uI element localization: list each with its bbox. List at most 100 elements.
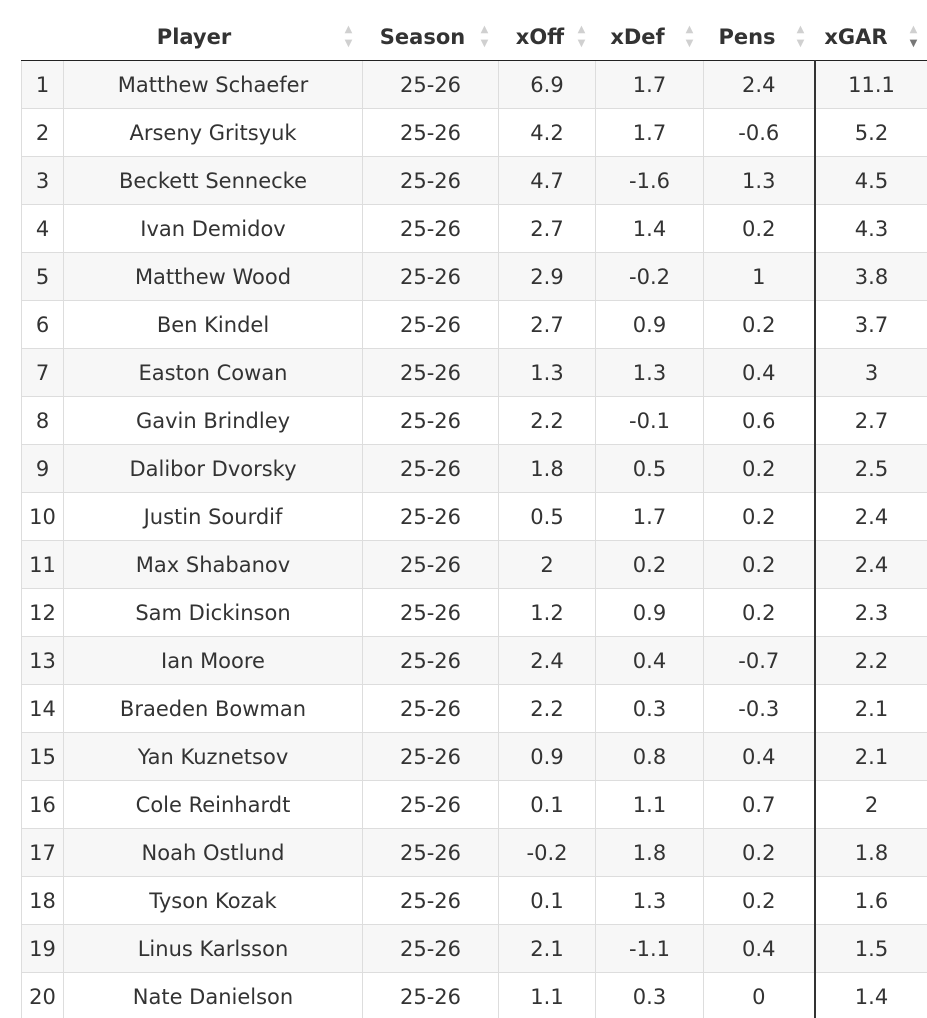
pens-cell: -0.6 [703, 108, 815, 157]
xgar-cell: 1.8 [813, 828, 927, 877]
sort-desc-icon: ▼ [480, 38, 489, 49]
player-cell: Gavin Brindley [63, 396, 363, 445]
header-xdef[interactable]: xDef ▲ ▼ [595, 13, 704, 61]
xgar-cell: 3.8 [813, 252, 927, 301]
season-cell: 25-26 [362, 588, 499, 637]
table-row: 20 Nate Danielson 25-26 1.1 0.3 0 1.4 [21, 972, 927, 1018]
sort-asc-icon: ▲ [685, 24, 694, 35]
table-row: 6 Ben Kindel 25-26 2.7 0.9 0.2 3.7 [21, 300, 927, 349]
rank-cell: 6 [21, 300, 64, 349]
header-xgar[interactable]: xGAR ▲ ▼ [814, 13, 927, 61]
table-row: 1 Matthew Schaefer 25-26 6.9 1.7 2.4 11.1 [21, 60, 927, 109]
season-cell: 25-26 [362, 252, 499, 301]
xgar-cell: 11.1 [813, 60, 927, 109]
rank-cell: 9 [21, 444, 64, 493]
rank-cell: 8 [21, 396, 64, 445]
xgar-cell: 4.3 [813, 204, 927, 253]
rank-cell: 12 [21, 588, 64, 637]
xoff-cell: 1.1 [498, 972, 596, 1018]
xdef-cell: 0.4 [595, 636, 704, 685]
pens-cell: -0.7 [703, 636, 815, 685]
header-label: Pens [718, 24, 776, 49]
table-row: 8 Gavin Brindley 25-26 2.2 -0.1 0.6 2.7 [21, 396, 927, 445]
season-cell: 25-26 [362, 108, 499, 157]
table-row: 19 Linus Karlsson 25-26 2.1 -1.1 0.4 1.5 [21, 924, 927, 973]
season-cell: 25-26 [362, 492, 499, 541]
xoff-cell: 0.5 [498, 492, 596, 541]
xdef-cell: 0.3 [595, 972, 704, 1018]
xdef-cell: -0.1 [595, 396, 704, 445]
xoff-cell: 0.1 [498, 876, 596, 925]
pens-cell: 0.2 [703, 588, 815, 637]
sort-control[interactable]: ▲ ▼ [343, 25, 355, 49]
xgar-cell: 2.4 [813, 492, 927, 541]
table-row: 18 Tyson Kozak 25-26 0.1 1.3 0.2 1.6 [21, 876, 927, 925]
xoff-cell: 0.9 [498, 732, 596, 781]
rank-cell: 16 [21, 780, 64, 829]
season-cell: 25-26 [362, 924, 499, 973]
sort-control[interactable]: ▲ ▼ [479, 25, 491, 49]
table-row: 5 Matthew Wood 25-26 2.9 -0.2 1 3.8 [21, 252, 927, 301]
player-cell: Tyson Kozak [63, 876, 363, 925]
table-row: 16 Cole Reinhardt 25-26 0.1 1.1 0.7 2 [21, 780, 927, 829]
table-row: 17 Noah Ostlund 25-26 -0.2 1.8 0.2 1.8 [21, 828, 927, 877]
xgar-cell: 1.5 [813, 924, 927, 973]
player-cell: Arseny Gritsyuk [63, 108, 363, 157]
xdef-cell: 1.7 [595, 60, 704, 109]
xgar-cell: 2.4 [813, 540, 927, 589]
rank-cell: 13 [21, 636, 64, 685]
pens-cell: 0.2 [703, 828, 815, 877]
player-cell: Cole Reinhardt [63, 780, 363, 829]
table-row: 15 Yan Kuznetsov 25-26 0.9 0.8 0.4 2.1 [21, 732, 927, 781]
xdef-cell: 0.3 [595, 684, 704, 733]
pens-cell: 0.6 [703, 396, 815, 445]
pens-cell: 0.7 [703, 780, 815, 829]
xoff-cell: 2.9 [498, 252, 596, 301]
header-label: xGAR [824, 24, 888, 49]
sort-asc-icon: ▲ [909, 24, 918, 35]
sort-asc-icon: ▲ [796, 24, 805, 35]
header-rank [21, 13, 64, 61]
player-cell: Dalibor Dvorsky [63, 444, 363, 493]
pens-cell: -0.3 [703, 684, 815, 733]
season-cell: 25-26 [362, 972, 499, 1018]
pens-cell: 1 [703, 252, 815, 301]
header-xoff[interactable]: xOff ▲ ▼ [498, 13, 596, 61]
table-row: 14 Braeden Bowman 25-26 2.2 0.3 -0.3 2.1 [21, 684, 927, 733]
xdef-cell: 1.7 [595, 492, 704, 541]
xoff-cell: 2.7 [498, 300, 596, 349]
stats-table: Player ▲ ▼ Season ▲ ▼ xOff ▲ ▼ xDef ▲ ▼ Pens [21, 13, 927, 1018]
season-cell: 25-26 [362, 396, 499, 445]
player-cell: Matthew Schaefer [63, 60, 363, 109]
xgar-cell: 2 [813, 780, 927, 829]
xgar-cell: 2.7 [813, 396, 927, 445]
season-cell: 25-26 [362, 732, 499, 781]
header-season[interactable]: Season ▲ ▼ [362, 13, 499, 61]
table-row: 3 Beckett Sennecke 25-26 4.7 -1.6 1.3 4.5 [21, 156, 927, 205]
xdef-cell: -0.2 [595, 252, 704, 301]
xoff-cell: 4.2 [498, 108, 596, 157]
pens-cell: 1.3 [703, 156, 815, 205]
header-pens[interactable]: Pens ▲ ▼ [703, 13, 815, 61]
pens-cell: 0.2 [703, 300, 815, 349]
player-cell: Yan Kuznetsov [63, 732, 363, 781]
header-player[interactable]: Player ▲ ▼ [63, 13, 363, 61]
sort-control[interactable]: ▲ ▼ [908, 25, 920, 49]
rank-cell: 5 [21, 252, 64, 301]
xdef-cell: -1.6 [595, 156, 704, 205]
table-row: 9 Dalibor Dvorsky 25-26 1.8 0.5 0.2 2.5 [21, 444, 927, 493]
xgar-cell: 2.1 [813, 684, 927, 733]
xgar-cell: 1.6 [813, 876, 927, 925]
sort-control[interactable]: ▲ ▼ [795, 25, 807, 49]
sort-control[interactable]: ▲ ▼ [684, 25, 696, 49]
player-cell: Beckett Sennecke [63, 156, 363, 205]
rank-cell: 10 [21, 492, 64, 541]
xgar-cell: 1.4 [813, 972, 927, 1018]
xoff-cell: 2.2 [498, 396, 596, 445]
player-cell: Ivan Demidov [63, 204, 363, 253]
sort-control[interactable]: ▲ ▼ [576, 25, 588, 49]
season-cell: 25-26 [362, 636, 499, 685]
season-cell: 25-26 [362, 60, 499, 109]
table-row: 2 Arseny Gritsyuk 25-26 4.2 1.7 -0.6 5.2 [21, 108, 927, 157]
